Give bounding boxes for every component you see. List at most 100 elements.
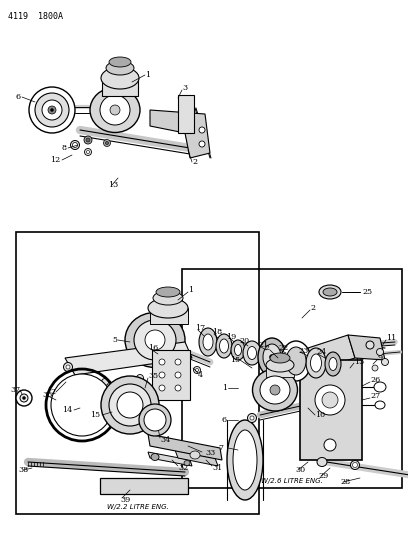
Text: 19: 19 xyxy=(226,333,236,341)
Ellipse shape xyxy=(377,349,384,356)
Text: 30: 30 xyxy=(295,466,305,474)
Text: 15: 15 xyxy=(230,356,240,364)
Ellipse shape xyxy=(235,344,242,356)
Ellipse shape xyxy=(258,338,286,376)
Ellipse shape xyxy=(366,341,374,349)
Ellipse shape xyxy=(106,61,134,75)
Ellipse shape xyxy=(260,376,290,404)
Text: 11: 11 xyxy=(386,334,396,342)
Text: 37: 37 xyxy=(10,386,20,394)
Text: 8: 8 xyxy=(62,144,67,152)
Text: 1: 1 xyxy=(145,71,150,79)
Ellipse shape xyxy=(193,367,200,374)
Text: 23: 23 xyxy=(298,347,308,355)
Ellipse shape xyxy=(20,394,28,402)
Text: 16: 16 xyxy=(148,344,158,352)
Ellipse shape xyxy=(100,95,130,125)
Text: 1: 1 xyxy=(188,286,193,294)
Ellipse shape xyxy=(51,109,53,111)
Text: 2: 2 xyxy=(192,158,197,166)
Bar xyxy=(178,95,194,133)
Ellipse shape xyxy=(109,57,131,67)
Polygon shape xyxy=(308,335,355,370)
Ellipse shape xyxy=(16,390,32,406)
Ellipse shape xyxy=(139,404,171,436)
Ellipse shape xyxy=(175,385,181,391)
Ellipse shape xyxy=(381,359,388,366)
Polygon shape xyxy=(348,335,385,360)
Ellipse shape xyxy=(243,341,261,365)
Bar xyxy=(16,232,259,514)
Ellipse shape xyxy=(86,150,89,154)
Text: 15: 15 xyxy=(90,411,100,419)
Ellipse shape xyxy=(134,320,176,360)
Bar xyxy=(266,365,294,377)
Ellipse shape xyxy=(125,312,185,367)
Ellipse shape xyxy=(66,365,70,369)
Ellipse shape xyxy=(145,330,165,350)
Ellipse shape xyxy=(175,359,181,365)
Ellipse shape xyxy=(51,374,113,436)
Ellipse shape xyxy=(159,359,165,365)
Text: 28: 28 xyxy=(340,478,350,486)
Text: 33: 33 xyxy=(205,449,215,457)
Ellipse shape xyxy=(227,420,263,500)
Ellipse shape xyxy=(29,87,75,133)
Ellipse shape xyxy=(250,416,254,420)
Ellipse shape xyxy=(270,354,275,359)
Ellipse shape xyxy=(231,340,245,360)
Text: 22: 22 xyxy=(278,344,288,352)
Ellipse shape xyxy=(35,93,69,127)
Text: 35: 35 xyxy=(148,372,158,380)
Ellipse shape xyxy=(64,362,73,372)
Ellipse shape xyxy=(372,365,378,371)
Ellipse shape xyxy=(84,149,91,156)
Ellipse shape xyxy=(106,141,109,144)
Text: 14: 14 xyxy=(62,406,72,414)
Text: 38: 38 xyxy=(18,466,28,474)
Text: W/2.6 LITRE ENG.: W/2.6 LITRE ENG. xyxy=(261,478,323,483)
Ellipse shape xyxy=(199,127,205,133)
Text: 2: 2 xyxy=(50,388,55,396)
Bar xyxy=(182,269,402,488)
Ellipse shape xyxy=(159,372,165,378)
Text: 17: 17 xyxy=(195,324,205,332)
Ellipse shape xyxy=(101,67,139,89)
Ellipse shape xyxy=(84,136,92,144)
Ellipse shape xyxy=(306,348,326,378)
Ellipse shape xyxy=(73,142,78,148)
Bar xyxy=(152,350,190,400)
Text: 24: 24 xyxy=(316,348,326,356)
Text: W/2.2 LITRE ENG.: W/2.2 LITRE ENG. xyxy=(107,504,169,510)
Ellipse shape xyxy=(270,353,290,363)
Text: 4: 4 xyxy=(198,371,203,379)
Ellipse shape xyxy=(350,461,359,470)
Text: 13: 13 xyxy=(354,358,364,366)
Ellipse shape xyxy=(137,375,144,382)
Text: 20: 20 xyxy=(239,337,249,345)
Ellipse shape xyxy=(117,392,143,418)
Text: 29: 29 xyxy=(318,472,328,480)
Polygon shape xyxy=(65,342,192,375)
Bar xyxy=(150,308,188,324)
Text: 32: 32 xyxy=(178,464,188,472)
Ellipse shape xyxy=(248,346,257,359)
Ellipse shape xyxy=(329,358,337,370)
Ellipse shape xyxy=(159,385,165,391)
Ellipse shape xyxy=(71,141,80,149)
Ellipse shape xyxy=(286,347,306,375)
Ellipse shape xyxy=(148,298,188,318)
Ellipse shape xyxy=(184,461,190,465)
Ellipse shape xyxy=(233,430,257,490)
Text: 9: 9 xyxy=(378,354,383,362)
Bar xyxy=(300,360,362,460)
Polygon shape xyxy=(148,452,192,466)
Text: 7: 7 xyxy=(218,444,223,452)
Ellipse shape xyxy=(248,414,257,423)
Text: 2: 2 xyxy=(310,304,315,312)
Ellipse shape xyxy=(322,392,338,408)
Bar xyxy=(102,78,138,96)
Ellipse shape xyxy=(101,376,159,434)
Ellipse shape xyxy=(144,409,166,431)
Ellipse shape xyxy=(90,87,140,133)
